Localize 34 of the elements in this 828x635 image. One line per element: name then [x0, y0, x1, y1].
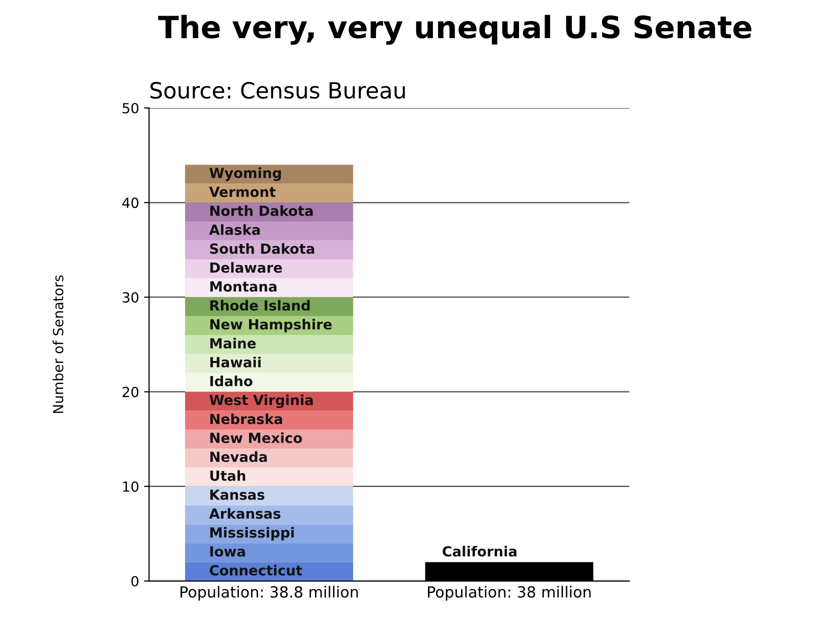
series-label: Montana — [210, 281, 276, 292]
y-tick-label: 10 — [123, 481, 138, 492]
y-tick-label: 20 — [122, 386, 138, 398]
series-label: Nebraska — [210, 413, 282, 424]
series-label: Kansas — [210, 490, 264, 500]
series-label: Iowa — [210, 546, 245, 557]
series-label: Mississippi — [210, 526, 294, 540]
series-label: Wyoming — [209, 167, 281, 181]
y-tick-label: 30 — [122, 292, 138, 303]
series-label: Utah — [210, 470, 246, 481]
series-label: Nevada — [210, 451, 267, 462]
series-label: Arkansas — [209, 508, 280, 519]
series-label: Connecticut — [210, 564, 302, 576]
series-label: Maine — [210, 338, 256, 349]
x-tick-label: Population: 38 million — [428, 586, 591, 601]
series-label: New Hampshire — [210, 318, 332, 332]
series-label: South Dakota — [210, 243, 314, 254]
series-label: Delaware — [210, 262, 282, 273]
series-label: North Dakota — [210, 205, 313, 216]
series-label: New Mexico — [210, 432, 302, 444]
series-label: California — [442, 546, 516, 557]
x-tick-label: Population: 38.8 million — [180, 586, 358, 601]
series-label: Rhode Island — [210, 300, 310, 311]
chart-subtitle: Source: Census Bureau — [150, 82, 405, 99]
y-tick-label: 50 — [122, 102, 138, 114]
y-tick-label: 0 — [131, 576, 138, 586]
series-label: Vermont — [209, 186, 276, 198]
series-label: Alaska — [209, 224, 260, 235]
series-label: West Virginia — [209, 394, 313, 408]
y-tick-label: 40 — [122, 198, 138, 208]
series-label: Hawaii — [210, 356, 261, 368]
series-label: Idaho — [210, 376, 252, 386]
y-axis-title: Number of Senators — [52, 275, 64, 413]
chart-title: The very, very unequal U.S Senate — [158, 14, 752, 45]
